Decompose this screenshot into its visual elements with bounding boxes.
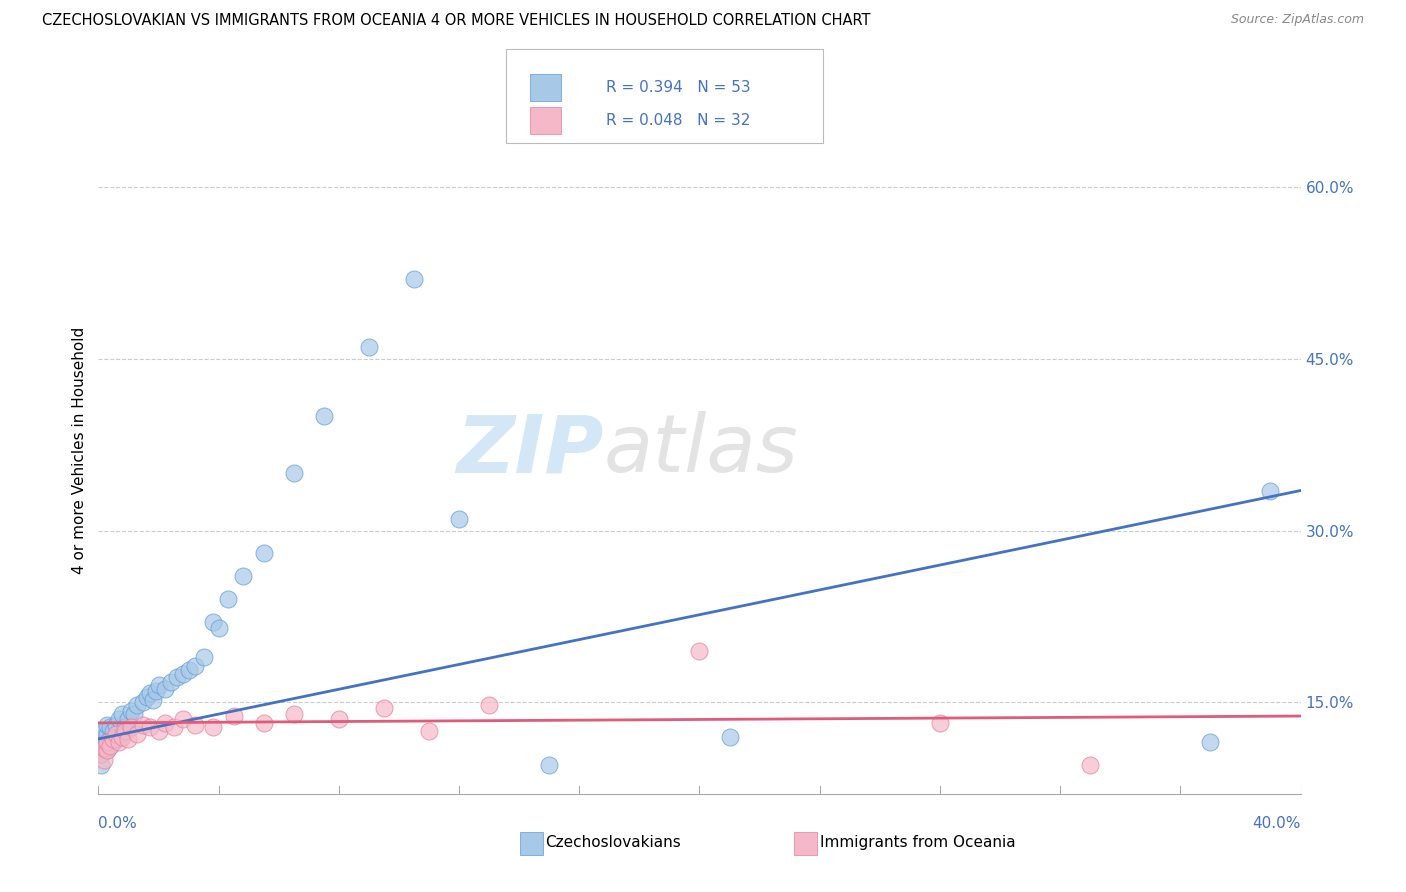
Point bbox=[121, 721, 143, 735]
Point bbox=[96, 727, 118, 741]
Point bbox=[105, 731, 128, 746]
Point bbox=[93, 730, 115, 744]
Point bbox=[283, 706, 305, 721]
Point bbox=[148, 678, 170, 692]
Point bbox=[111, 727, 134, 741]
Point bbox=[153, 715, 176, 730]
Text: 0.0%: 0.0% bbox=[98, 816, 138, 831]
Point bbox=[93, 723, 115, 738]
Text: CZECHOSLOVAKIAN VS IMMIGRANTS FROM OCEANIA 4 OR MORE VEHICLES IN HOUSEHOLD CORRE: CZECHOSLOVAKIAN VS IMMIGRANTS FROM OCEAN… bbox=[42, 13, 870, 29]
Point bbox=[328, 713, 350, 727]
Point bbox=[114, 723, 136, 738]
Text: atlas: atlas bbox=[603, 411, 799, 490]
Point bbox=[100, 739, 122, 753]
Point bbox=[96, 743, 118, 757]
Point bbox=[111, 706, 134, 721]
Point bbox=[100, 731, 122, 746]
Point bbox=[1260, 483, 1282, 498]
Point bbox=[90, 758, 112, 772]
Point bbox=[162, 721, 184, 735]
Point bbox=[96, 743, 118, 757]
Point bbox=[201, 721, 224, 735]
Point bbox=[90, 747, 112, 761]
Point bbox=[103, 731, 125, 746]
Point bbox=[117, 713, 139, 727]
Point bbox=[117, 731, 139, 746]
Point bbox=[96, 718, 118, 732]
Point bbox=[183, 718, 205, 732]
Point bbox=[108, 730, 131, 744]
Point bbox=[253, 546, 276, 561]
Point bbox=[121, 705, 143, 719]
Point bbox=[90, 747, 112, 761]
Point bbox=[193, 649, 215, 664]
Point bbox=[217, 592, 239, 607]
Point bbox=[402, 271, 425, 285]
Point bbox=[90, 735, 112, 749]
Point bbox=[93, 741, 115, 756]
Point bbox=[172, 713, 194, 727]
Point bbox=[418, 723, 440, 738]
Point bbox=[96, 735, 118, 749]
Point bbox=[103, 735, 125, 749]
Text: Source: ZipAtlas.com: Source: ZipAtlas.com bbox=[1230, 13, 1364, 27]
Point bbox=[114, 721, 136, 735]
Point bbox=[183, 658, 205, 673]
Point bbox=[222, 709, 245, 723]
Point bbox=[138, 721, 160, 735]
Point bbox=[108, 713, 131, 727]
Point bbox=[208, 621, 231, 635]
Point bbox=[283, 467, 305, 481]
Point bbox=[132, 695, 155, 709]
Point bbox=[177, 663, 200, 677]
Text: ZIP: ZIP bbox=[456, 411, 603, 490]
Point bbox=[124, 706, 146, 721]
Point bbox=[127, 727, 149, 741]
Point bbox=[201, 615, 224, 630]
Point bbox=[96, 735, 118, 749]
Point bbox=[172, 666, 194, 681]
Point bbox=[312, 409, 335, 423]
Point bbox=[100, 739, 122, 753]
Text: Czechoslovakians: Czechoslovakians bbox=[546, 836, 682, 850]
Point bbox=[689, 644, 711, 658]
Point bbox=[93, 741, 115, 756]
Point bbox=[929, 715, 952, 730]
Point bbox=[357, 340, 380, 354]
Point bbox=[100, 721, 122, 735]
Text: 40.0%: 40.0% bbox=[1253, 816, 1301, 831]
Point bbox=[232, 569, 254, 583]
Point bbox=[141, 693, 163, 707]
Point bbox=[132, 718, 155, 732]
Point bbox=[111, 730, 134, 744]
Point bbox=[1078, 758, 1101, 772]
Text: Immigrants from Oceania: Immigrants from Oceania bbox=[820, 836, 1015, 850]
Text: R = 0.048   N = 32: R = 0.048 N = 32 bbox=[606, 113, 751, 128]
Point bbox=[153, 681, 176, 696]
Point bbox=[135, 690, 157, 704]
Point bbox=[718, 730, 741, 744]
Point bbox=[166, 670, 188, 684]
Point bbox=[447, 512, 470, 526]
Point bbox=[105, 727, 128, 741]
Point bbox=[105, 718, 128, 732]
Point bbox=[103, 723, 125, 738]
Point bbox=[253, 715, 276, 730]
Point bbox=[1199, 735, 1222, 749]
Point bbox=[138, 686, 160, 700]
Point bbox=[478, 698, 501, 712]
Point bbox=[159, 674, 181, 689]
Point bbox=[127, 698, 149, 712]
Y-axis label: 4 or more Vehicles in Household: 4 or more Vehicles in Household bbox=[72, 326, 87, 574]
Point bbox=[148, 723, 170, 738]
Point bbox=[373, 701, 395, 715]
Text: R = 0.394   N = 53: R = 0.394 N = 53 bbox=[606, 80, 751, 95]
Point bbox=[108, 735, 131, 749]
Point bbox=[145, 683, 167, 698]
Point bbox=[93, 753, 115, 767]
Point bbox=[538, 758, 561, 772]
